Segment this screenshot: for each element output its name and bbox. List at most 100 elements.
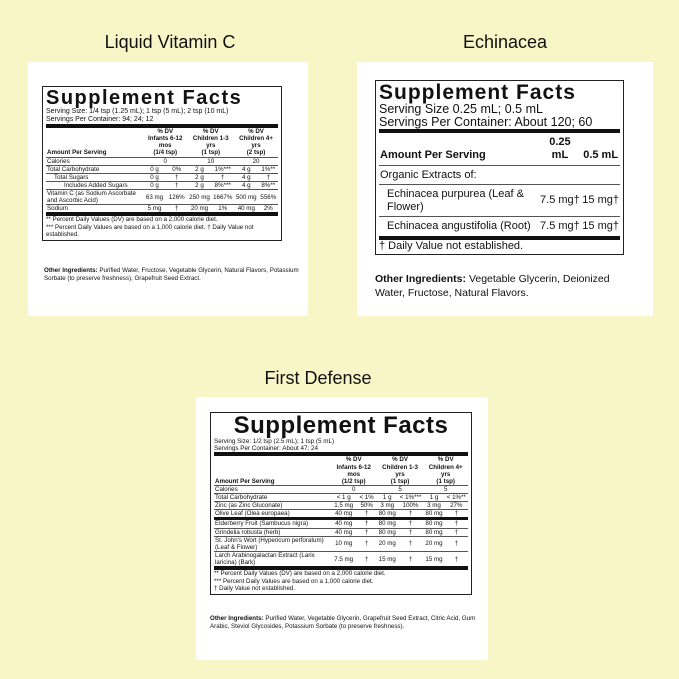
nutrient-value: †: [444, 535, 468, 552]
nutrient-value: 10: [187, 156, 235, 166]
nutrient-name: Includes Added Sugars: [46, 180, 143, 190]
other-text: Vegetable Glycerin, Deionized Water, Fru…: [375, 273, 610, 299]
nutrient-value: 1667%: [211, 189, 235, 205]
nutrient-name: Elderberry Fruit (Sambucus nigra): [214, 517, 331, 529]
nutrient-value: 5 mg: [143, 204, 167, 213]
facts-table: Amount Per Serving% DV Infants 6-12 mos (1…: [214, 452, 468, 567]
nutrient-value: 40 mg: [330, 509, 357, 519]
nutrient-value: 7.5 mg: [330, 550, 357, 567]
footnote: *** Percent Daily Values are based on a …: [214, 577, 374, 585]
header-cell: % DV Children 1-3 yrs (1 tsp): [376, 452, 424, 486]
serving: Serving Size 0.25 mL; 0.5 mL Servings Per…: [379, 102, 620, 129]
nutrient-value: 15 mg: [423, 550, 445, 567]
nutrient-value: 3 mg: [423, 501, 445, 510]
nutrient-value: 80 mg: [423, 517, 445, 529]
facts-box: Supplement Facts Serving Size: 1/2 tsp (2…: [210, 412, 472, 595]
nutrient-value: †: [258, 172, 278, 182]
header-line: % DV: [345, 456, 362, 464]
nutrient-row: Grindelia robusta (herb) 40 mg † 80 mg † 80 m…: [214, 527, 468, 537]
nutrient-value: 20 mg: [187, 204, 212, 213]
product-title: Echinacea: [462, 32, 548, 52]
serving-line: Servings Per Container: 94; 24; 12: [46, 116, 154, 124]
panel: Supplement Facts Serving Size: 1/4 tsp (1…: [28, 62, 308, 316]
nutrient-row: Echinacea angustifolia (Root) 7.5 mg† 15 m…: [379, 216, 620, 237]
header-line: (1 tsp): [390, 477, 410, 485]
nutrient-value: 80 mg: [423, 509, 445, 519]
header-cell: % DV Children 4+ yrs (2 tsp): [234, 124, 278, 158]
serving-line: Servings Per Container: About 47; 24: [214, 445, 318, 453]
nutrient-row: Total Carbohydrate < 1 g < 1% 1 g < 1%*** 1 g…: [214, 493, 468, 502]
header-line: (1 tsp): [436, 477, 455, 485]
other-ingredients: Other Ingredients: Vegetable Glycerin, D…: [375, 273, 637, 300]
nutrient-value: 20 mg: [376, 535, 398, 552]
header-line: Amount Per Serving: [215, 477, 275, 485]
panel: Supplement Facts Serving Size: 1/2 tsp (2…: [196, 397, 488, 660]
nutrient-row: Elderberry Fruit (Sambucus nigra) 40 mg † 8…: [214, 517, 468, 529]
nutrient-value: 20: [234, 156, 278, 166]
serving-line: Serving Size: 1/4 tsp (1.25 mL); 1 tsp (…: [46, 108, 229, 115]
nutrient-value: †: [397, 550, 424, 567]
nutrient-value: 4 g: [234, 164, 259, 174]
nutrient-value: 1 g: [376, 493, 398, 502]
nutrient-value: < 1 g: [330, 493, 357, 502]
product-title: First Defense: [264, 368, 372, 388]
nutrient-name: Larch Arabinogalactan Extract (Larix lar…: [214, 550, 331, 567]
footnote: ** Percent Daily Values (DV) are based o…: [46, 216, 218, 224]
nutrient-row: Organic Extracts of:: [379, 164, 620, 185]
nutrient-value: 40 mg: [234, 204, 259, 213]
facts-box: Supplement Facts Serving Size 0.25 mL; 0.…: [375, 80, 624, 256]
nutrient-value: 63 mg: [143, 189, 167, 205]
nutrient-value: 4 g: [234, 180, 259, 190]
nutrient-value: 0: [330, 484, 377, 494]
nutrient-value: †: [444, 509, 468, 519]
nutrient-value: 1.5 mg: [330, 501, 357, 510]
nutrient-value: 556%: [258, 189, 278, 205]
nutrient-value: †: [356, 550, 377, 567]
nutrient-value: 80 mg: [376, 517, 398, 529]
nutrient-row: Larch Arabinogalactan Extract (Larix lar…: [214, 550, 468, 567]
header-line: 0.25 mL: [549, 136, 571, 161]
nutrient-value: †: [397, 535, 424, 552]
nutrient-name: Calories: [46, 156, 143, 166]
nutrient-value: †: [166, 180, 188, 190]
nutrient-value: 8%**: [258, 180, 278, 190]
nutrient-value: †: [166, 172, 188, 182]
nutrient-row: Includes Added Sugars 0 g † 2 g 8%*** 4 g 8%**: [46, 180, 278, 190]
nutrient-name: Total Sugars: [46, 172, 143, 182]
nutrient-name: St. John's Wort (Hypericum perforatum) (…: [214, 535, 331, 552]
nutrient-value: 8%***: [211, 180, 235, 190]
nutrient-value: 7.5 mg†: [538, 216, 582, 237]
header-cell: 0.25 mL: [538, 129, 582, 166]
header-row: Amount Per Serving% DV Infants 6-12 mos (1…: [46, 124, 278, 158]
other-text: Purified Water, Vegetable Glycerin, Grap…: [210, 615, 476, 631]
header-cell: 0.5 mL: [581, 129, 620, 166]
nutrient-value: 1%: [211, 204, 235, 213]
nutrient-value: 250 mg: [187, 189, 212, 205]
nutrient-value: 1%***: [211, 164, 235, 174]
nutrient-value: 1%**: [258, 164, 278, 174]
footnotes: † Daily Value not established.: [379, 236, 620, 253]
serving-line: Serving Size 0.25 mL; 0.5 mL: [379, 102, 543, 116]
header-line: % DV: [202, 128, 219, 136]
nutrient-name: Sodium: [46, 204, 143, 213]
nutrient-value: †: [397, 527, 424, 537]
nutrient-value: 0 g: [143, 180, 167, 190]
serving-line: Serving Size: 1/2 tsp (2.5 mL); 1 tsp (5…: [214, 438, 335, 445]
footnotes: ** Percent Daily Values (DV) are based o…: [214, 566, 468, 592]
other-ingredients: Other Ingredients: Purified Water, Fruct…: [44, 267, 300, 283]
nutrient-value: 40 mg: [330, 517, 357, 529]
nutrient-row: Total Sugars 0 g † 2 g † 4 g †: [46, 172, 278, 182]
header-cell: % DV Children 1-3 yrs (1 tsp): [187, 124, 235, 158]
nutrient-value: 80 mg: [423, 527, 445, 537]
nutrient-value: 500 mg: [234, 189, 259, 205]
header-line: % DV: [157, 128, 174, 136]
table-body: Organic Extracts of: Echinacea purpurea (…: [379, 164, 620, 237]
nutrient-value: 2 g: [187, 164, 212, 174]
nutrient-name: Total Carbohydrate: [214, 493, 331, 502]
table-head: Amount Per Serving 0.25 mL 0.5 mL: [379, 129, 620, 166]
nutrient-row: Zinc (as Zinc Gluconate) 1.5 mg 50% 3 mg 100…: [214, 501, 468, 510]
header-line: 0.5 mL: [583, 148, 619, 161]
nutrient-value: †: [444, 550, 468, 567]
